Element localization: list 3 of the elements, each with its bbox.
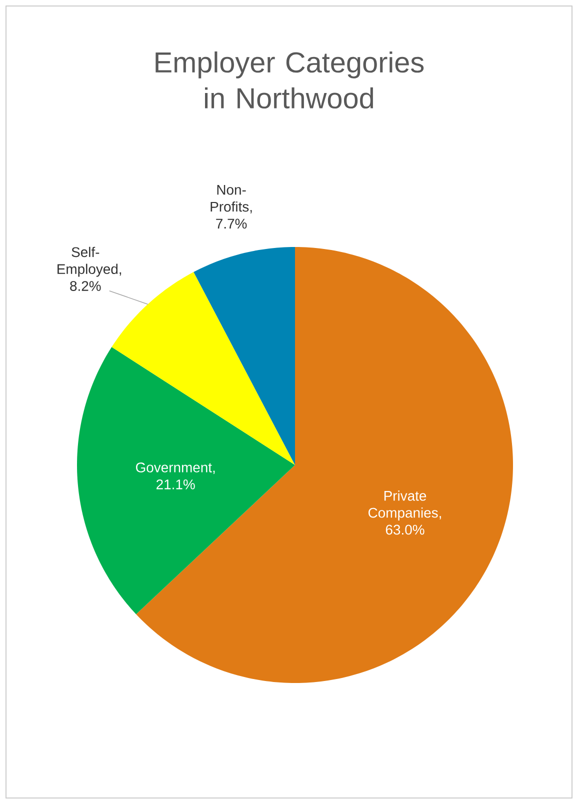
- chart-title: Employer Categories in Northwood: [156, 51, 424, 109]
- slice-label: Non-Profits: [210, 185, 249, 212]
- slice-label: Government: [136, 462, 212, 472]
